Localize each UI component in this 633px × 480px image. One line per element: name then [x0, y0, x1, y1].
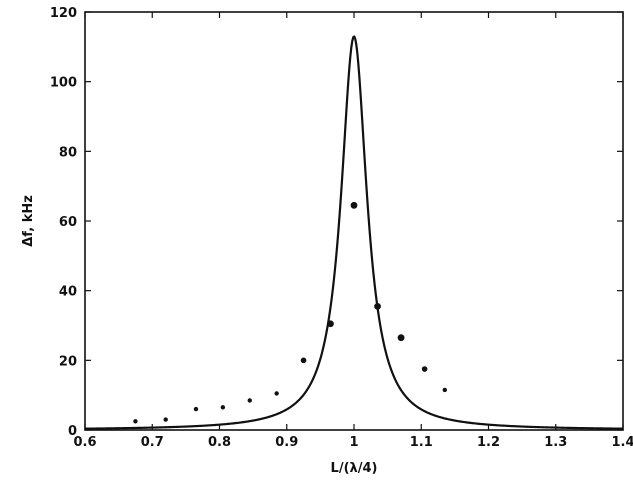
x-tick-label: 1.2 — [477, 435, 500, 450]
x-tick-label: 1.4 — [611, 435, 633, 450]
data-point — [133, 419, 138, 424]
y-tick-label: 60 — [59, 215, 77, 230]
data-point — [274, 391, 279, 396]
data-point — [327, 320, 334, 328]
data-point — [397, 334, 405, 342]
x-tick-label: 0.8 — [208, 435, 231, 450]
series-lines — [84, 35, 623, 430]
x-tick-label: 0.6 — [73, 435, 96, 450]
y-axis-label: Δf, kHz — [21, 195, 36, 247]
x-tick-label: 0.7 — [141, 435, 164, 450]
data-point — [193, 406, 199, 412]
data-point — [300, 357, 307, 364]
x-tick-label: 1.3 — [544, 435, 567, 450]
y-tick-label: 80 — [59, 145, 77, 160]
y-axis-ticks: 0 20 40 60 80 100 120 — [50, 6, 623, 439]
data-point — [247, 398, 252, 403]
y-tick-label: 120 — [50, 6, 77, 21]
data-point — [350, 201, 358, 209]
y-tick-label: 0 — [68, 424, 77, 439]
x-tick-label: 0.9 — [275, 435, 298, 450]
x-tick-label: 1.1 — [410, 435, 433, 450]
data-point — [442, 387, 447, 393]
y-tick-label: 20 — [59, 354, 77, 369]
y-tick-label: 100 — [50, 76, 77, 91]
data-point — [163, 417, 168, 422]
data-point — [421, 366, 428, 372]
data-point — [374, 302, 381, 310]
data-point — [220, 405, 226, 410]
series-points — [133, 201, 447, 424]
series-line-0 — [84, 35, 623, 430]
x-tick-label: 1 — [349, 435, 358, 450]
y-tick-label: 40 — [59, 285, 77, 300]
x-axis-label: L/(λ/4) — [331, 461, 378, 476]
